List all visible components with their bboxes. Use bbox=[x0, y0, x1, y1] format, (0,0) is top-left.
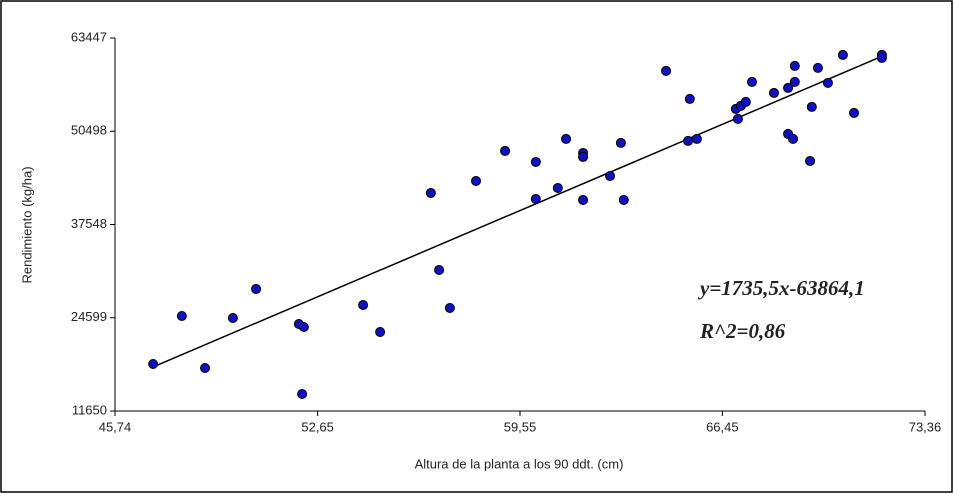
point bbox=[768, 87, 779, 98]
y-tick-label: 63447 bbox=[71, 29, 107, 44]
point bbox=[684, 93, 695, 104]
point bbox=[298, 321, 309, 332]
point bbox=[788, 133, 799, 144]
y-tick-label: 24599 bbox=[71, 309, 107, 324]
x-tick-label: 66,45 bbox=[706, 419, 739, 434]
x-axis-label: Altura de la planta a los 90 ddt. (cm) bbox=[415, 456, 624, 471]
point bbox=[746, 76, 757, 87]
point bbox=[683, 135, 694, 146]
point bbox=[297, 388, 308, 399]
point bbox=[812, 62, 823, 73]
point bbox=[444, 302, 455, 313]
point bbox=[176, 310, 187, 321]
point bbox=[837, 49, 848, 60]
point bbox=[605, 170, 616, 181]
point bbox=[358, 299, 369, 310]
point bbox=[561, 133, 572, 144]
point bbox=[251, 283, 262, 294]
point bbox=[732, 113, 743, 124]
x-tick-label: 59,55 bbox=[504, 419, 537, 434]
point bbox=[691, 133, 702, 144]
y-axis-label: Rendimiento (kg/ha) bbox=[19, 166, 34, 283]
point bbox=[783, 82, 794, 93]
y-tick-label: 50498 bbox=[71, 123, 107, 138]
point bbox=[578, 151, 589, 162]
point bbox=[806, 101, 817, 112]
point bbox=[200, 362, 211, 373]
point bbox=[552, 182, 563, 193]
point bbox=[530, 193, 541, 204]
x-tick-label: 52,65 bbox=[301, 419, 334, 434]
point bbox=[375, 326, 386, 337]
point bbox=[661, 65, 672, 76]
y-tick-label: 11650 bbox=[72, 402, 107, 417]
x-tick-label: 73,36 bbox=[909, 419, 942, 434]
equation: y=1735,5x-63864,1 bbox=[697, 276, 865, 300]
point bbox=[789, 60, 800, 71]
point bbox=[805, 155, 816, 166]
point bbox=[578, 194, 589, 205]
point bbox=[227, 312, 238, 323]
point bbox=[789, 76, 800, 87]
point bbox=[849, 107, 860, 118]
point bbox=[876, 52, 887, 63]
x-tick-label: 45,74 bbox=[99, 419, 132, 434]
point bbox=[500, 145, 511, 156]
point bbox=[822, 77, 833, 88]
point bbox=[618, 194, 629, 205]
y-tick-label: 37548 bbox=[71, 216, 107, 231]
point bbox=[530, 156, 541, 167]
point bbox=[425, 187, 436, 198]
point bbox=[148, 358, 159, 369]
point bbox=[740, 96, 751, 107]
point bbox=[615, 137, 626, 148]
point bbox=[471, 175, 482, 186]
r-squared: R^2=0,86 bbox=[699, 319, 786, 343]
trend-line bbox=[152, 55, 883, 368]
point bbox=[434, 264, 445, 275]
